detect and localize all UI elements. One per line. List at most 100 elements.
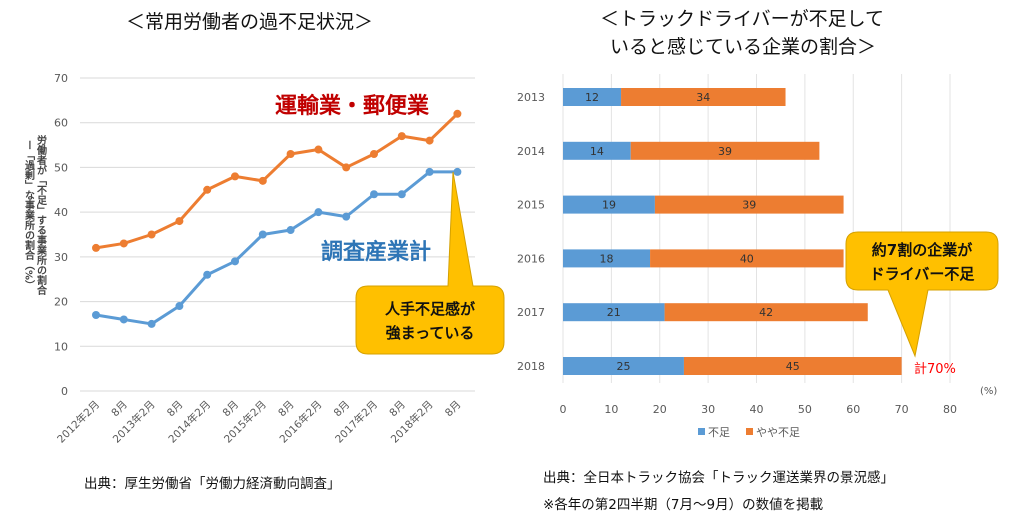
bar-chart-x-tick: 60 [846,403,860,416]
bar-chart-x-tick: 30 [701,403,715,416]
bar-value-label: 18 [600,252,614,265]
line-point [286,226,295,235]
bar-value-label: 40 [740,252,754,265]
series-label-transport: 運輸業・郵便業 [275,93,430,119]
line-point [203,270,212,279]
legend-swatch [746,428,753,435]
line-point [119,239,128,248]
bar-chart-bars: 12 34 14 39 19 39 18 40 21 42 25 45 [563,88,902,375]
bar-value-label: 42 [759,306,773,319]
bar-chart-title-line-1: ＜トラックドライバーが不足して [600,8,885,30]
line-point [425,136,434,145]
legend-label: やや不足 [756,426,800,439]
bar-segment [563,249,651,268]
line-chart-x-tick: 8月 [220,399,241,420]
line-chart-y-tick: 50 [54,161,68,174]
line-point [453,109,462,118]
line-chart-x-tick: 8月 [165,399,186,420]
line-chart-y-tick: 10 [54,340,68,353]
bar-chart-x-tick: 10 [604,403,618,416]
bar-chart-categories: 2013 2014 2015 2016 2017 2018 [517,91,545,373]
line-chart-callout: 人手不足感が 強まっている [355,171,505,355]
line-chart-x-tick: 8月 [276,399,297,420]
line-chart-x-tick: 8月 [387,399,408,420]
line-chart-y-tick: 20 [54,296,68,309]
line-chart-y-tick: 0 [61,385,68,398]
line-series-1 [95,170,458,326]
bar-segment [621,88,786,106]
line-point [92,310,100,319]
bar-chart-x-tick: 0 [560,403,567,416]
bar-value-label: 45 [786,360,800,373]
bar-segment [630,141,820,160]
legend-swatch [698,428,705,435]
line-chart-y-tick: 70 [54,72,68,85]
line-chart-y-label: 労働者が「不足」する事業所の割合 [35,134,48,296]
legend-label: 不足 [708,426,730,439]
bar-chart-x-tick: 70 [895,403,909,416]
bar-chart-x-axis: 0 10 20 30 40 50 60 70 80 [560,403,958,416]
line-point [425,167,434,176]
line-chart-source: 出典：厚生労働省「労働力経済動向調査」 [84,476,341,492]
bar-chart-grid [562,74,951,383]
bar-chart-title-line-2: いると感じている企業の割合＞ [610,36,877,58]
line-series-0 [95,112,459,250]
bar-chart-x-unit: (%) [980,386,997,397]
bar-segment [563,303,665,322]
line-chart-series [92,109,462,328]
bar-segment [563,357,684,375]
line-point [231,257,239,266]
line-chart-y-tick: 30 [54,251,68,264]
line-chart-y-tick: 40 [54,206,68,219]
line-chart-title: ＜常用労働者の過不足状況＞ [126,11,374,33]
bar-value-label: 12 [585,91,599,104]
bar-callout-line-1: 約7割の企業が [872,241,973,259]
bar-chart-x-tick: 40 [750,403,764,416]
bar-value-label: 19 [602,199,616,212]
line-point [314,208,323,217]
line-point [286,150,295,159]
bar-chart-category: 2014 [517,145,545,158]
bar-value-label: 25 [616,360,630,373]
line-point [342,163,351,172]
bar-value-label: 39 [718,145,732,158]
line-point [370,190,378,199]
bar-segment [664,303,868,322]
bar-segment [683,357,902,375]
bar-chart-category: 2016 [517,252,545,265]
bar-callout-line-2: ドライバー不足 [870,265,976,283]
line-point [92,243,100,252]
bar-segment [654,195,844,214]
line-point [231,172,239,181]
bar-chart-category: 2015 [517,199,545,212]
line-point [397,132,406,141]
bar-chart-legend: 不足 やや不足 [698,426,800,439]
bar-chart-category: 2018 [517,360,545,373]
line-point [119,315,128,324]
series-label-all-industries: 調査産業計 [321,239,431,265]
line-point [175,217,184,226]
total-note: 計70% [914,361,956,377]
line-point [453,167,462,176]
line-callout-line-2: 強まっている [386,324,475,342]
line-chart-x-tick: 8月 [443,399,464,420]
line-point [258,176,267,185]
bar-value-label: 14 [590,145,604,158]
bar-value-label: 39 [742,199,756,212]
line-callout-line-1: 人手不足感が [385,300,476,318]
line-point [147,319,156,328]
bar-chart-category: 2017 [517,306,545,319]
line-point [397,190,406,199]
bar-chart-source: 出典：全日本トラック協会「トラック運送業界の景況感」 [543,470,894,486]
line-chart-y-label-2: ー「過剰」な事業所の割合（%） [23,140,36,290]
bar-segment [650,249,844,268]
bar-chart-x-tick: 80 [943,403,957,416]
bar-chart-x-tick: 20 [653,403,667,416]
bar-segment [563,141,631,160]
bar-value-label: 21 [607,306,621,319]
line-point [175,302,184,311]
bar-chart-callout: 約7割の企業が ドライバー不足 [845,231,999,358]
